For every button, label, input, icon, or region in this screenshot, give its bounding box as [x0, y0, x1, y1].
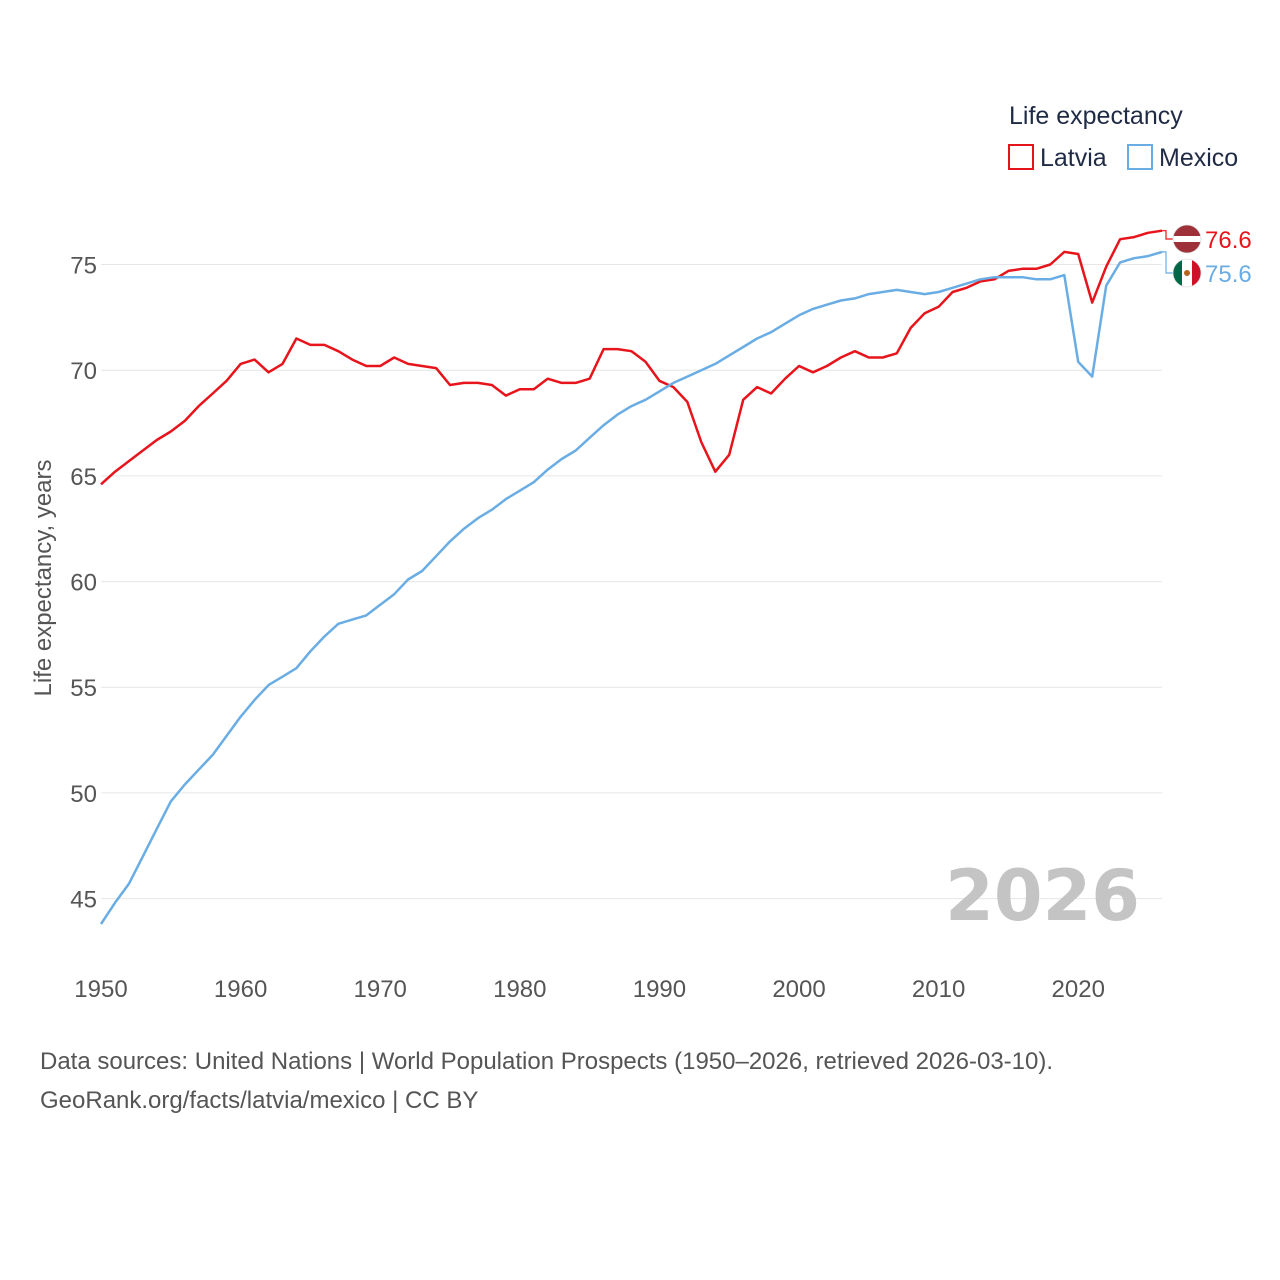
legend-swatch-latvia — [1008, 144, 1034, 170]
x-tick-label-2010: 2010 — [912, 976, 965, 1003]
x-tick-label-1960: 1960 — [214, 976, 267, 1003]
end-label-latvia: 76.6 — [1205, 227, 1252, 254]
x-axis-ticks: 1950 1960 1970 1980 1990 2000 2010 2020 — [74, 976, 1105, 1003]
y-tick-label-60: 60 — [70, 570, 97, 597]
line-chart: 45 50 55 60 65 70 75 1950 1960 1970 1980 1990 2000 2… — [30, 102, 1252, 1003]
series-line-latvia[interactable] — [100, 229, 1163, 486]
y-axis-title: Life expectancy, years — [30, 459, 57, 696]
y-tick-label-75: 75 — [70, 253, 97, 280]
y-tick-label-50: 50 — [70, 781, 97, 808]
end-label-mexico: 75.6 — [1205, 261, 1252, 288]
legend-title: Life expectancy — [1009, 102, 1183, 130]
source-line-1: Data sources: United Nations | World Pop… — [40, 1048, 1054, 1075]
legend-label-mexico: Mexico — [1159, 144, 1238, 172]
x-tick-label-1950: 1950 — [74, 976, 127, 1003]
series-line-mexico[interactable] — [99, 250, 1163, 925]
source-note: Data sources: United Nations | World Pop… — [40, 1042, 1240, 1120]
y-axis-ticks: 45 50 55 60 65 70 75 — [70, 253, 97, 914]
source-line-2[interactable]: GeoRank.org/facts/latvia/mexico | CC BY — [40, 1087, 479, 1114]
x-tick-label-1980: 1980 — [493, 976, 546, 1003]
year-overlay: 2026 — [945, 855, 1140, 937]
y-tick-label-45: 45 — [70, 887, 97, 914]
x-tick-label-2000: 2000 — [772, 976, 825, 1003]
x-tick-label-1990: 1990 — [633, 976, 686, 1003]
y-tick-label-70: 70 — [70, 358, 97, 385]
latvia-flag-icon — [1172, 224, 1202, 254]
legend-swatch-mexico — [1127, 144, 1153, 170]
legend-item-mexico[interactable]: Mexico — [1127, 144, 1238, 172]
legend: Life expectancy Latvia Mexico — [1008, 102, 1238, 172]
end-markers: 76.6 75.6 — [1162, 224, 1252, 288]
end-connector-latvia — [1162, 230, 1175, 240]
y-tick-label-55: 55 — [70, 675, 97, 702]
x-tick-label-1970: 1970 — [354, 976, 407, 1003]
series-lines — [99, 229, 1163, 925]
gridlines — [101, 264, 1162, 900]
y-tick-label-65: 65 — [70, 464, 97, 491]
legend-label-latvia: Latvia — [1040, 144, 1107, 172]
legend-item-latvia[interactable]: Latvia — [1008, 144, 1107, 172]
x-tick-label-2020: 2020 — [1052, 976, 1105, 1003]
end-connector-mexico — [1162, 251, 1175, 274]
mexico-flag-icon — [1172, 258, 1202, 288]
